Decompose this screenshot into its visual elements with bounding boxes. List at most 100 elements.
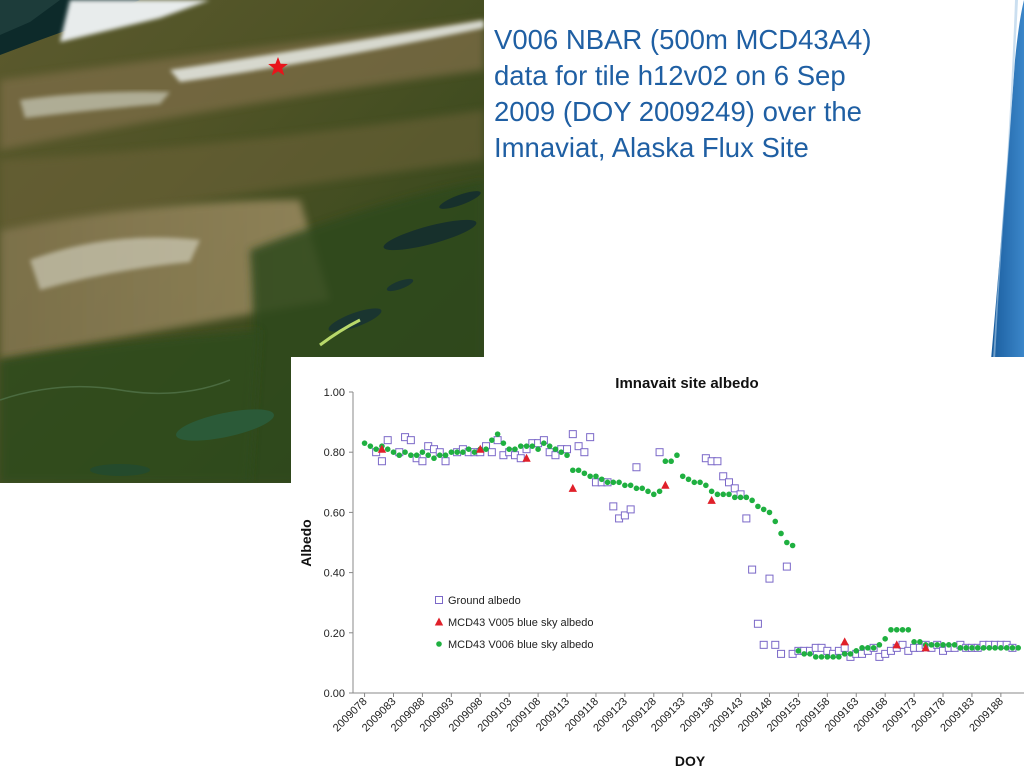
data-point <box>639 485 646 492</box>
data-point <box>552 446 559 452</box>
data-point <box>753 619 762 628</box>
data-point <box>921 643 930 652</box>
data-point <box>1015 645 1022 651</box>
legend-entry: MCD43 V006 blue sky albedo <box>448 639 594 651</box>
data-point <box>853 648 860 654</box>
data-point <box>755 503 761 510</box>
data-point <box>951 642 958 648</box>
data-point <box>563 445 572 454</box>
legend-entry: Ground albedo <box>448 595 521 607</box>
slide-title: V006 NBAR (500m MCD43A4) data for tile h… <box>494 22 984 166</box>
data-point <box>465 446 472 452</box>
data-point <box>442 452 449 459</box>
data-point <box>483 446 489 452</box>
legend-marker <box>436 641 442 647</box>
data-point <box>471 449 478 455</box>
data-point <box>418 457 427 466</box>
data-point <box>656 488 663 495</box>
albedo-chart-svg: Imnavait site albedo 0.00 0.20 0.40 0.60 0.8… <box>298 375 1024 768</box>
data-point <box>714 491 721 498</box>
data-point <box>730 484 739 493</box>
data-point <box>974 645 981 651</box>
data-point <box>720 491 727 498</box>
data-point <box>431 455 437 462</box>
data-point <box>604 479 611 486</box>
data-point <box>946 642 952 648</box>
data-point <box>662 458 669 465</box>
data-point <box>784 539 790 546</box>
data-point <box>598 476 605 483</box>
data-point <box>859 645 865 651</box>
data-point <box>564 452 570 459</box>
legend-entry: MCD43 V005 blue sky albedo <box>448 617 594 629</box>
data-point <box>626 505 635 514</box>
data-point <box>917 639 923 645</box>
legend-marker <box>435 596 443 604</box>
data-point <box>760 506 767 513</box>
data-point <box>986 645 993 651</box>
data-point <box>1003 645 1010 651</box>
data-point <box>425 452 431 459</box>
data-point <box>685 476 692 483</box>
title-line: data for tile h12v02 on 6 Sep <box>494 60 846 91</box>
data-point <box>992 645 998 651</box>
data-point <box>841 651 848 657</box>
data-point <box>748 565 757 574</box>
data-point <box>691 479 698 486</box>
chart-marks <box>361 430 1022 661</box>
y-tick-label: 0.60 <box>324 507 345 519</box>
satellite-map-icon <box>0 0 484 483</box>
data-point <box>771 640 780 649</box>
data-point <box>772 518 779 525</box>
data-point <box>765 574 774 583</box>
data-point <box>778 530 784 537</box>
data-point <box>512 446 518 452</box>
data-point <box>807 651 813 657</box>
series-mcd43-v005-blue-sky-albedo <box>377 444 930 652</box>
data-point <box>627 482 634 489</box>
data-point <box>558 449 565 455</box>
data-point <box>899 626 906 633</box>
title-line: 2009 (DOY 2009249) over the <box>494 96 862 127</box>
data-point <box>632 463 641 472</box>
data-point <box>795 648 802 654</box>
y-tick-label: 0.80 <box>324 447 345 459</box>
data-point <box>743 494 750 501</box>
data-point <box>448 449 455 455</box>
data-point <box>928 642 935 648</box>
y-tick-label: 0.20 <box>324 628 345 640</box>
data-point <box>493 436 502 445</box>
data-point <box>487 448 496 457</box>
satellite-image <box>0 0 484 483</box>
decorative-stripe <box>985 0 1024 360</box>
data-point <box>812 654 819 660</box>
data-point <box>517 443 524 449</box>
data-point <box>460 449 466 455</box>
data-point <box>373 446 379 452</box>
data-point <box>679 473 686 480</box>
data-point <box>610 479 617 486</box>
data-point <box>980 645 987 651</box>
data-point <box>1009 645 1016 651</box>
data-point <box>836 654 842 660</box>
data-point <box>847 651 854 657</box>
data-point <box>759 640 768 649</box>
data-point <box>865 645 871 651</box>
data-point <box>622 482 628 489</box>
data-point <box>361 440 368 446</box>
data-point <box>580 448 589 457</box>
y-tick-label: 0.40 <box>324 568 345 580</box>
data-point <box>384 446 391 452</box>
data-point <box>568 430 577 439</box>
data-point <box>377 457 386 466</box>
data-point <box>441 457 450 466</box>
data-point <box>870 645 877 651</box>
data-point <box>406 436 415 445</box>
data-point <box>575 467 582 474</box>
data-point <box>419 449 426 455</box>
chart-title: Imnavait site albedo <box>615 375 758 392</box>
data-point <box>830 654 836 660</box>
data-point <box>476 444 485 453</box>
data-point <box>489 437 495 443</box>
data-point <box>957 645 964 651</box>
